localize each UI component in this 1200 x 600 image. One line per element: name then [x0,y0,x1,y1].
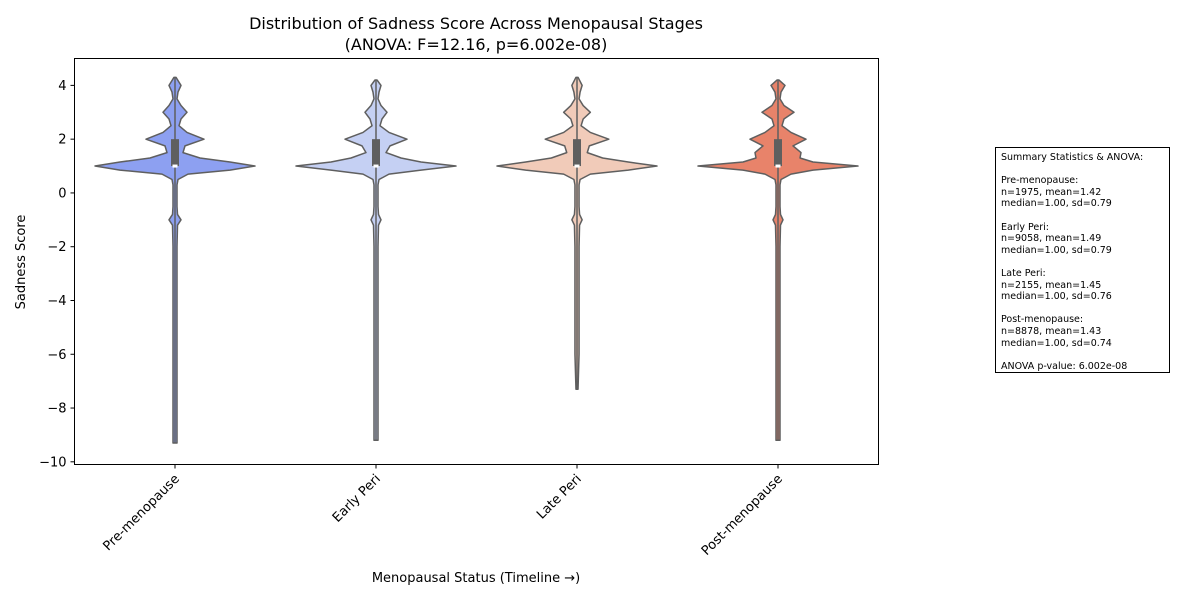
stats-line [1001,256,1164,268]
y-tick-label: −6 [47,348,66,363]
stats-line: ANOVA p-value: 6.002e-08 [1001,360,1128,372]
stats-line [1001,303,1164,315]
stats-line: Early Peri: [1001,221,1049,233]
stats-line: n=2155, mean=1.45 [1001,279,1102,291]
violin-iqr-box [171,139,179,167]
chart-subtitle: (ANOVA: F=12.16, p=6.002e-08) [345,35,608,54]
y-axis: 4 2 0 −2 −4 −6 −8 −10 [39,79,75,470]
stats-line [1001,164,1164,176]
violin-median-marker [172,164,178,168]
stats-line: n=8878, mean=1.43 [1001,325,1102,337]
x-axis: Pre-menopause Early Peri Late Peri Post-men… [100,464,786,559]
stats-line: Summary Statistics & ANOVA: [1001,152,1144,163]
violin-median-marker [373,164,379,168]
stats-line: Late Peri: [1001,267,1046,279]
violin-median-marker [775,164,781,168]
violin-iqr-box [573,139,581,167]
stats-line: Pre-menopause: [1001,175,1079,187]
y-tick-label: −8 [47,402,66,417]
stats-line: n=1975, mean=1.42 [1001,186,1102,198]
y-tick-label: −2 [47,240,66,255]
stats-line: n=9058, mean=1.49 [1001,233,1102,245]
chart-title: Distribution of Sadness Score Across Men… [249,14,703,33]
violin-iqr-box [372,139,380,167]
y-tick-label: 2 [58,133,66,148]
stats-line: median=1.00, sd=0.79 [1001,244,1112,256]
stats-line: Post-menopause: [1001,314,1084,326]
y-tick-label: −10 [39,455,66,470]
stats-line: median=1.00, sd=0.76 [1001,291,1112,303]
violin-iqr-box [774,139,782,167]
y-tick-label: 0 [58,186,66,201]
stats-line [1001,349,1164,361]
stats-line [1001,210,1164,222]
violin-layer [94,76,859,444]
y-tick-label: −4 [47,294,66,309]
stats-line: median=1.00, sd=0.74 [1001,337,1112,349]
y-axis-label: Sadness Score [14,215,29,310]
x-tick-label: Pre-menopause [100,472,182,554]
summary-statistics-box: Summary Statistics & ANOVA: Pre-menopause… [995,147,1170,373]
violin-median-marker [574,164,580,168]
plot-frame [74,58,879,465]
x-tick-label: Post-menopause [699,472,786,559]
stats-line: median=1.00, sd=0.79 [1001,198,1112,210]
y-tick-label: 4 [58,79,66,94]
x-tick-label: Early Peri [330,472,384,526]
x-tick-label: Late Peri [534,472,585,523]
x-axis-label: Menopausal Status (Timeline →) [372,571,580,586]
